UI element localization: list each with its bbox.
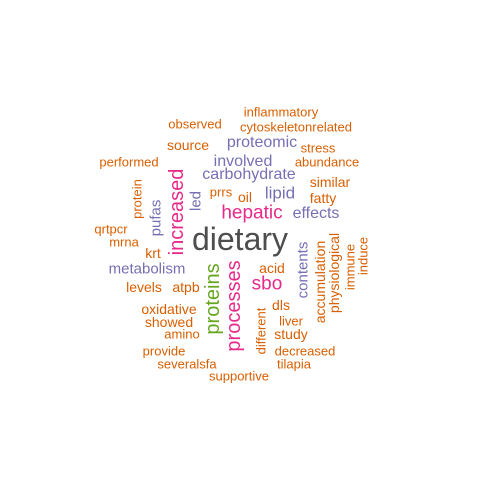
word-involved: involved <box>213 153 273 170</box>
word-study: study <box>274 326 308 342</box>
word-provide: provide <box>142 343 186 359</box>
word-supportive: supportive <box>209 368 269 384</box>
word-levels: levels <box>126 279 162 295</box>
word-fatty: fatty <box>309 190 337 206</box>
word-source: source <box>166 137 210 153</box>
word-induce: induce <box>355 236 371 276</box>
word-pufas: pufas <box>147 199 165 237</box>
word-liver: liver <box>279 313 303 329</box>
word-dls: dls <box>272 297 290 313</box>
word-abundance: abundance <box>294 154 360 170</box>
word-cytoskeletonrelated: cytoskeletonrelated <box>239 119 353 135</box>
word-proteomic: proteomic <box>226 134 298 151</box>
word-atpb: atpb <box>172 279 200 295</box>
word-processes: processes <box>223 260 245 352</box>
word-tilapia: tilapia <box>277 356 311 372</box>
word-sbo: sbo <box>251 273 283 295</box>
word-hepatic: hepatic <box>221 202 283 224</box>
word-stress: stress <box>300 140 336 156</box>
word-increased: increased <box>166 168 188 256</box>
word-accumulation: accumulation <box>312 240 328 324</box>
word-inflammatory: inflammatory <box>243 104 319 120</box>
word-proteins: proteins <box>202 263 224 335</box>
word-observed: observed <box>168 116 222 132</box>
word-similar: similar <box>309 174 351 190</box>
word-acid: acid <box>259 260 285 276</box>
word-physiological: physiological <box>326 232 342 314</box>
word-different: different <box>253 307 269 355</box>
word-prrs: prrs <box>209 184 233 200</box>
word-contents: contents <box>294 241 312 299</box>
word-performed: performed <box>99 154 159 170</box>
word-mrna: mrna <box>109 234 139 250</box>
word-severalsfa: severalsfa <box>157 356 217 372</box>
word-led: led <box>187 190 205 212</box>
word-krt: krt <box>145 245 161 261</box>
word-lipid: lipid <box>264 183 296 203</box>
word-oil: oil <box>237 189 253 205</box>
word-metabolism: metabolism <box>108 260 186 278</box>
word-carbohydrate: carbohydrate <box>202 166 296 183</box>
word-protein: protein <box>129 179 145 219</box>
word-qrtpcr: qrtpcr <box>94 221 128 237</box>
word-amino: amino <box>164 326 200 342</box>
word-effects: effects <box>292 205 340 222</box>
word-dietary: dietary <box>191 221 289 257</box>
word-decreased: decreased <box>274 343 336 359</box>
word-oxidative: oxidative <box>141 301 197 317</box>
word-showed: showed <box>144 314 194 330</box>
